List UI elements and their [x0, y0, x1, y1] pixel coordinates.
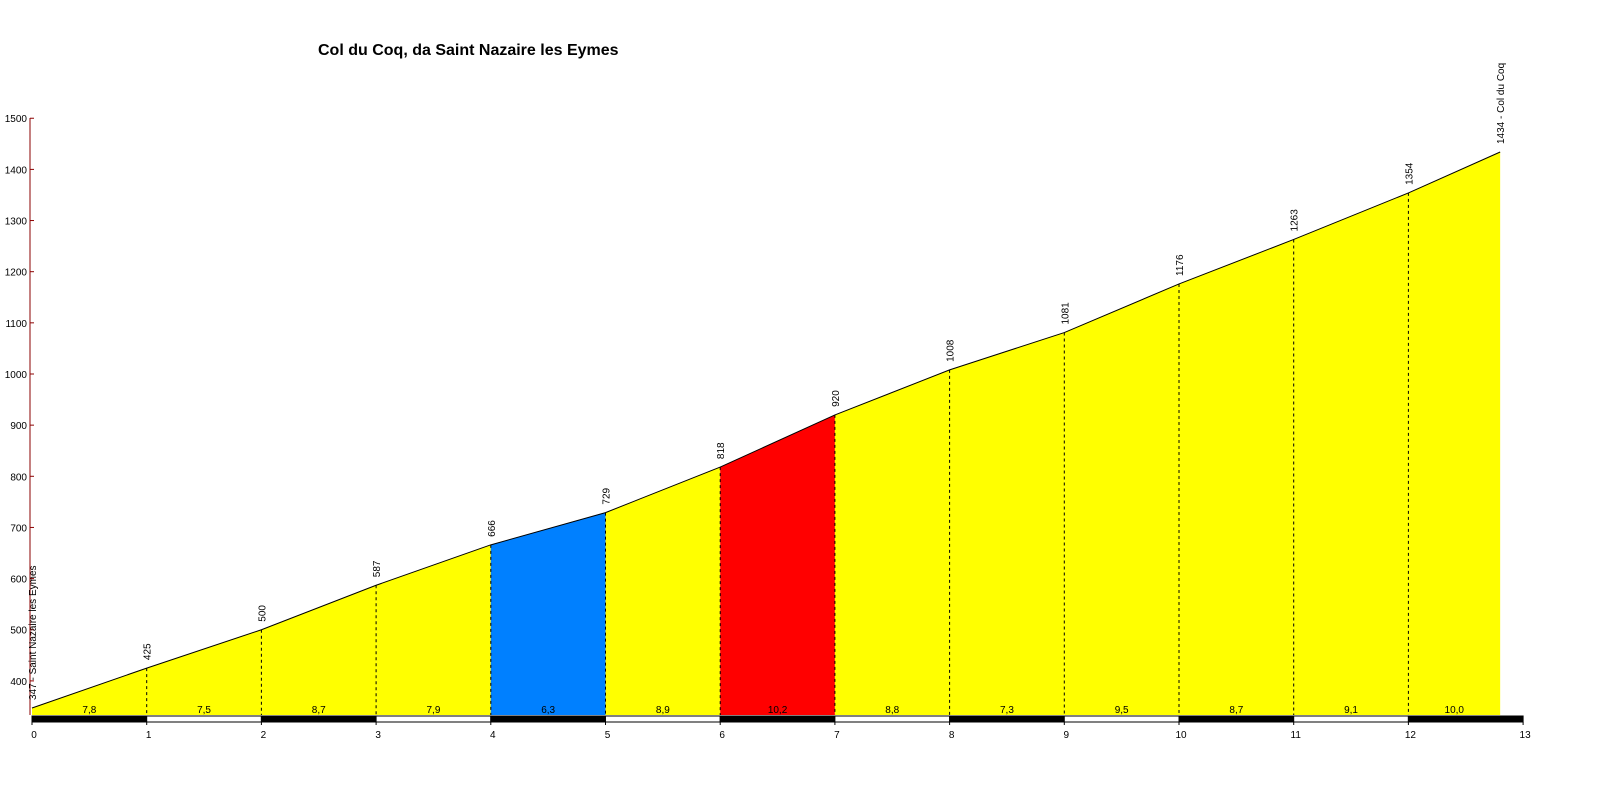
x-tick-label: 4 [490, 730, 496, 741]
segment-fill [376, 544, 491, 715]
segment-fill [32, 668, 147, 715]
x-tick-label: 1 [146, 730, 152, 741]
x-tick-label: 8 [949, 730, 955, 741]
y-tick-label: 1000 [5, 370, 28, 381]
y-tick-label: 400 [10, 677, 27, 688]
x-tick-label: 9 [1064, 730, 1070, 741]
elevation-label: 500 [257, 605, 268, 622]
profile-line [31, 151, 1501, 709]
x-tick-label: 13 [1520, 730, 1532, 741]
y-tick-label: 1400 [5, 165, 28, 176]
scale-bar-segment [260, 715, 377, 723]
segment-fill [1179, 239, 1294, 715]
elevation-label: 729 [602, 487, 613, 504]
segment-fill [949, 332, 1065, 715]
y-tick-label: 1200 [5, 268, 28, 279]
segment-fill [1064, 283, 1179, 715]
elevation-label: 666 [487, 520, 498, 537]
y-tick-label: 1300 [5, 217, 28, 228]
gradient-label: 10,0 [1445, 705, 1465, 716]
scale-bar-segment [719, 715, 836, 723]
y-tick-label: 800 [10, 472, 27, 483]
elevation-label: 1176 [1175, 254, 1186, 276]
segment-fill [605, 467, 721, 715]
segment-fill [1408, 151, 1501, 715]
y-tick-label: 1500 [5, 114, 28, 125]
x-tick-label: 3 [375, 730, 381, 741]
segment-fill [146, 629, 262, 715]
x-tick-label: 10 [1175, 730, 1187, 741]
gradient-label: 9,5 [1115, 705, 1129, 716]
gradient-label: 8,7 [1229, 705, 1243, 716]
segment-fill [720, 414, 835, 715]
scale-bar-segment [834, 715, 951, 723]
scale-bar-segment [1293, 715, 1409, 723]
scale-bar-segment [1178, 715, 1295, 723]
y-tick-label: 1100 [5, 319, 27, 330]
elevation-label: 1008 [946, 339, 957, 362]
elevation-label: 587 [372, 560, 383, 577]
segment-fill [834, 369, 950, 715]
elevation-label: 818 [716, 442, 727, 459]
y-tick-label: 900 [10, 421, 27, 432]
x-tick-label: 7 [834, 730, 840, 741]
segment-fill [1293, 192, 1409, 715]
elevation-label: 425 [143, 643, 154, 660]
scale-bar-segment [949, 715, 1065, 723]
y-tick-label: 700 [10, 523, 27, 534]
x-tick-label: 11 [1291, 730, 1302, 741]
gradient-label: 8,8 [885, 705, 899, 716]
gradient-label: 7,3 [1000, 705, 1014, 716]
chart-title: Col du Coq, da Saint Nazaire les Eymes [318, 42, 619, 59]
x-tick-label: 6 [719, 730, 725, 741]
gradient-label: 8,9 [656, 705, 670, 716]
scale-bar-segment [490, 715, 606, 723]
gradient-label: 9,1 [1344, 705, 1358, 716]
gradient-label: 7,5 [197, 705, 211, 716]
segment-fill [490, 512, 606, 715]
elevation-label: 920 [831, 390, 842, 407]
scale-bar-segment [146, 715, 262, 723]
x-tick-label: 5 [605, 730, 611, 741]
x-tick-label: 2 [261, 730, 267, 741]
gradient-label: 7,9 [426, 705, 440, 716]
elevation-label: 1354 [1404, 162, 1415, 185]
segment-fill [261, 585, 377, 715]
elevation-label: 1263 [1290, 209, 1301, 232]
x-tick-label: 0 [31, 730, 37, 741]
gradient-label: 6,3 [541, 705, 555, 716]
scale-bar-segment [375, 715, 492, 723]
x-tick-label: 12 [1405, 730, 1417, 741]
scale-bar-segment [1063, 715, 1180, 723]
y-tick-label: 500 [10, 626, 27, 637]
scale-bar-segment [31, 715, 148, 723]
scale-bar-segment [605, 715, 721, 723]
gradient-label: 10,2 [768, 705, 788, 716]
elevation-label: 1434 - Col du Coq [1496, 63, 1507, 144]
elevation-label: 1081 [1060, 302, 1071, 325]
y-tick-label: 600 [10, 575, 27, 586]
gradient-label: 8,7 [312, 705, 326, 716]
gradient-label: 7,8 [82, 705, 96, 716]
elevation-label: 347 - Saint Nazaire les Eymes [28, 565, 39, 700]
scale-bar-segment [1407, 715, 1524, 723]
